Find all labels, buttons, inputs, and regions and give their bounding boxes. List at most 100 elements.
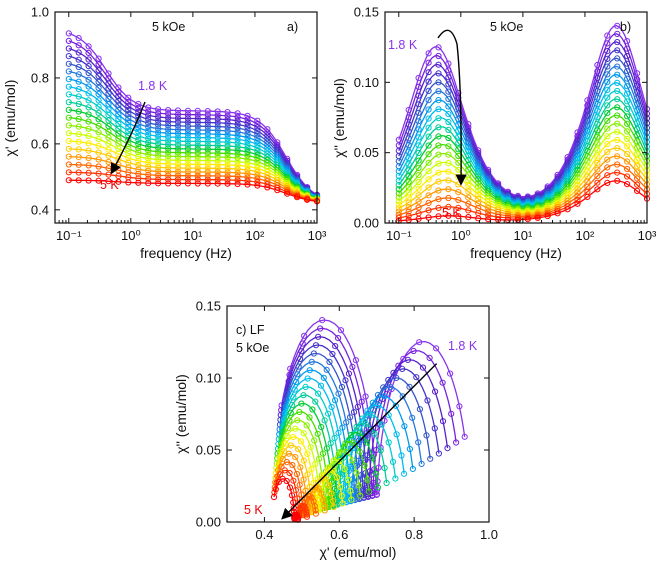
data-point-b-4-23 <box>624 68 631 75</box>
data-point-a-14-1 <box>75 138 82 145</box>
data-point-b-10-5 <box>445 134 452 142</box>
data-point-b-11-21 <box>604 117 611 125</box>
data-point-a-0-7 <box>135 100 142 108</box>
data-point-c-6-23 <box>293 378 300 386</box>
data-point-c-14-21 <box>297 438 305 445</box>
fit-line-a-10 <box>68 109 318 199</box>
data-point-a-17-18 <box>244 174 251 181</box>
data-point-b-0-23 <box>624 38 631 45</box>
data-point-b-4-2 <box>415 109 422 116</box>
x-tick-label-c-0: 0.4 <box>255 527 273 542</box>
data-point-b-19-14 <box>534 214 541 221</box>
data-point-c-5-21 <box>323 366 330 373</box>
data-point-b-12-0 <box>395 194 402 201</box>
data-point-b-13-24 <box>634 150 641 157</box>
data-point-a-3-17 <box>234 121 241 128</box>
data-point-a-19-11 <box>174 180 182 187</box>
data-point-b-0-4 <box>435 44 442 51</box>
data-point-c-8-3 <box>378 421 385 428</box>
data-point-c-11-22 <box>296 408 303 415</box>
data-point-c-9-20 <box>321 417 328 424</box>
data-point-b-10-1 <box>405 173 412 180</box>
data-point-b-5-23 <box>624 75 631 82</box>
data-point-a-12-11 <box>174 153 182 160</box>
panel-c-curves <box>270 317 468 523</box>
data-point-c-0-21 <box>337 327 345 334</box>
data-point-c-4-2 <box>416 406 423 413</box>
data-point-a-11-16 <box>224 150 231 157</box>
data-point-a-5-15 <box>214 127 221 134</box>
data-point-b-8-5 <box>445 118 452 126</box>
data-point-b-16-23 <box>624 158 631 165</box>
data-point-b-8-4 <box>435 115 442 122</box>
data-point-b-2-22 <box>614 39 621 46</box>
y-tick-label-a-1: 0.6 <box>31 136 49 151</box>
data-point-b-15-8 <box>475 195 482 202</box>
data-point-b-18-1 <box>405 212 412 219</box>
data-point-b-18-9 <box>485 212 492 219</box>
data-point-c-6-0 <box>409 465 416 472</box>
data-point-b-7-4 <box>435 106 442 113</box>
data-point-a-15-10 <box>165 164 172 171</box>
data-point-a-6-7 <box>135 124 142 131</box>
data-point-a-1-14 <box>204 111 211 119</box>
data-point-c-12-22 <box>294 417 301 424</box>
data-point-a-0-19 <box>254 117 261 124</box>
data-point-c-7-1 <box>398 452 405 459</box>
data-point-a-18-12 <box>184 176 191 183</box>
data-point-c-6-20 <box>332 397 339 404</box>
data-point-a-10-18 <box>244 148 251 156</box>
data-point-a-19-18 <box>244 181 251 188</box>
data-point-b-13-0 <box>395 198 402 205</box>
panel-c-ylabel: χ'' (emu/mol) <box>173 374 189 454</box>
data-point-b-2-2 <box>415 92 422 99</box>
data-point-b-7-21 <box>604 86 611 94</box>
data-point-a-19-10 <box>165 180 172 187</box>
data-point-b-14-0 <box>395 201 402 208</box>
data-point-a-11-8 <box>145 147 152 154</box>
data-point-b-14-5 <box>445 168 452 175</box>
data-point-c-13-22 <box>292 425 299 432</box>
data-point-a-5-10 <box>165 126 172 133</box>
data-point-b-14-22 <box>614 136 621 144</box>
data-point-c-2-20 <box>345 370 352 377</box>
data-point-b-8-22 <box>614 87 621 95</box>
data-point-b-9-3 <box>425 133 432 140</box>
data-point-a-4-11 <box>174 122 182 129</box>
data-point-a-0-2 <box>85 43 92 50</box>
data-point-a-5-14 <box>204 127 211 134</box>
data-point-b-17-9 <box>485 208 492 215</box>
y-tick-label-a-2: 0.8 <box>31 70 49 85</box>
data-point-b-10-0 <box>395 186 402 193</box>
data-point-b-19-13 <box>524 216 531 223</box>
data-point-b-3-3 <box>425 78 432 85</box>
data-point-a-9-16 <box>224 142 231 150</box>
data-point-b-2-21 <box>604 48 611 55</box>
data-point-c-13-4 <box>336 458 343 465</box>
data-point-a-2-1 <box>75 49 82 56</box>
data-point-b-15-20 <box>594 159 601 167</box>
data-point-c-16-19 <box>300 476 307 483</box>
data-point-c-15-3 <box>326 482 333 489</box>
data-point-b-2-5 <box>445 74 452 81</box>
data-point-a-11-12 <box>184 149 191 156</box>
y-tick-label-c-0: 0.00 <box>196 515 221 530</box>
data-point-c-4-20 <box>338 383 346 391</box>
data-point-b-1-4 <box>435 52 442 60</box>
data-point-a-0-6 <box>125 94 132 101</box>
data-point-b-13-5 <box>445 160 452 167</box>
data-point-a-10-0 <box>65 106 72 114</box>
data-point-c-7-23 <box>291 386 298 393</box>
data-point-c-7-21 <box>317 382 325 389</box>
data-point-b-15-0 <box>395 205 402 212</box>
data-point-a-19-19 <box>254 182 261 189</box>
fit-line-a-16 <box>68 155 318 201</box>
data-point-a-5-0 <box>65 68 72 75</box>
data-point-b-15-7 <box>465 188 472 195</box>
data-point-a-11-4 <box>105 128 112 135</box>
data-point-a-9-1 <box>75 100 82 108</box>
data-point-c-11-23 <box>286 417 293 424</box>
data-point-b-16-24 <box>634 169 641 176</box>
fit-line-a-11 <box>68 117 318 200</box>
data-point-a-4-17 <box>234 125 241 132</box>
